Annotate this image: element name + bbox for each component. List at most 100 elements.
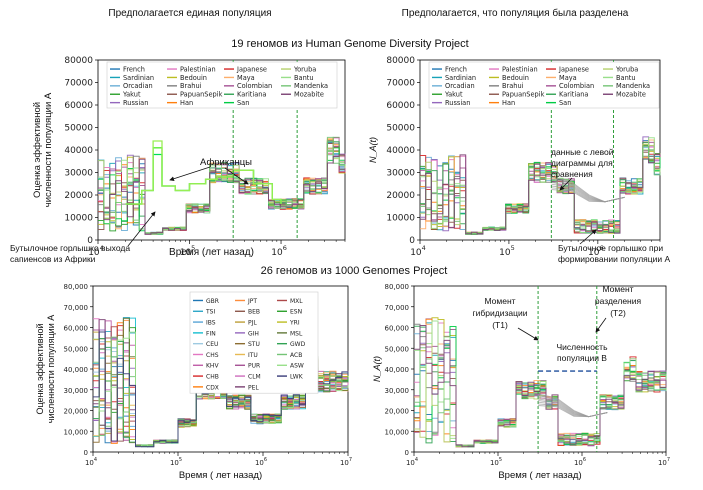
africans-arrow-1 [169,166,211,182]
bottleneck-pop-arrow [579,229,597,245]
y-tick-label: 30000 [386,169,415,179]
x-tick-label: 104 [85,457,97,467]
y-tick-label: 40,000 [385,366,410,374]
header-left: Предполагается единая популяция [108,8,271,19]
annotation-left-data-2: диаграммы для [551,158,613,168]
legend-label: Orcadian [445,82,475,90]
hybrid-arrow [517,327,539,341]
chart-1kg-single: 0 10,000 20,000 30,000 40,000 50,000 60,000 70,… [35,283,352,481]
legend-label: Sardinian [445,74,476,82]
legend-label: Colombian [559,82,594,90]
population-curve [420,143,661,235]
annotation-separation-1: Момент [602,284,633,294]
legend-label: Yoruba [615,65,638,73]
x-tick-label: 104 [410,244,426,258]
y-tick-label: 0 [87,236,93,246]
annotation-separation-2: разделения [595,296,642,306]
annotation-separation-3: (T2) [610,308,626,318]
y-tick-label: 20,000 [64,408,89,416]
annotation-africans: Африканцы [200,157,252,168]
annotation-left-data-1: данные с левой [551,147,614,157]
legend-label: JPT [247,298,257,305]
legend-label: GIH [248,330,259,337]
x-tick-label: 105 [490,457,502,467]
y-tick-label: 40000 [64,146,93,156]
legend-label: CHB [206,373,219,380]
legend-label: ASW [290,363,304,370]
annotation-pop-b-1: Численность [556,342,608,352]
x-tick-label: 106 [574,457,586,467]
legend-label: Colombian [237,82,272,90]
y-tick-label: 80,000 [385,283,410,291]
legend-label: Brahui [502,82,524,90]
y-tick-label: 80,000 [64,283,89,291]
legend-label: Maya [559,74,577,82]
x-tick-label: 104 [406,457,418,467]
legend-label: Palestinian [502,65,538,73]
legend-label: CHS [206,352,219,359]
y-tick-label: 70000 [386,79,415,89]
y-tick-label: 10,000 [64,428,89,436]
x-tick-label: 105 [499,244,515,258]
chart-hgdp-single: 0 10000 20000 30000 40000 50000 60000 70000 8000… [32,56,346,258]
x-axis-label: Время ( лет назад) [179,470,262,481]
legend-label: STU [248,341,260,348]
legend-label: IBS [206,319,216,326]
y-tick-label: 30,000 [385,387,410,395]
legend-label: Karitiana [559,91,588,99]
legend-label: Japanese [236,65,267,73]
legend-label: Sardinian [123,74,154,82]
y-tick-label: 50,000 [385,345,410,353]
legend-label: Han [180,99,193,107]
x-tick-label: 107 [340,457,352,467]
legend-label: MSL [290,330,303,337]
y-tick-label: 50000 [386,124,415,134]
legend-label: MXL [290,298,303,305]
x-axis-label: Время (лет назад) [169,247,254,258]
africans-arrow-2 [224,167,249,185]
y-tick-label: 80000 [64,56,93,66]
legend-label: FIN [206,330,216,337]
legend-label: Yakut [444,91,463,99]
legend-label: Russian [123,99,148,107]
y-tick-label: 30,000 [64,387,89,395]
legend-box [189,291,319,394]
legend-label: PapuanSepik [502,91,545,99]
y-tick-label: 60000 [64,101,93,111]
y-axis-label: численности популяции A [46,315,56,423]
chart-1kg-split: 0 10,000 20,000 30,000 40,000 50,000 60,000 70,… [372,283,670,481]
population-curve [414,325,667,448]
legend-label: French [123,65,145,73]
legend-label: Yoruba [293,65,316,73]
legend-label: Mandenka [294,82,328,90]
legend-label: KHV [206,363,219,370]
legend-box [428,61,660,109]
legend-label: Yakut [122,91,141,99]
legend-label: Orcadian [123,82,153,90]
african-curve [125,140,282,205]
y-tick-label: 0 [84,449,88,457]
chart-hgdp-split: 0 10000 20000 30000 40000 50000 60000 70000 8000… [368,56,661,258]
y-axis-label: Оценка эффективной [32,102,43,198]
population-curve [98,154,346,235]
annotation-left-data-3: сравнения [551,169,593,179]
legend-label: Russian [445,99,470,107]
legend-label: San [237,99,249,107]
population-curve [420,146,661,234]
y-tick-label: 80000 [386,56,415,66]
legend-label: Bantu [616,74,636,82]
y-tick-label: 40000 [386,146,415,156]
x-tick-label: 107 [658,457,670,467]
header-right: Предполагается, что популяция была разде… [402,7,629,19]
legend-label: Bedouin [502,74,529,82]
y-tick-label: 0 [409,236,415,246]
y-tick-label: 70,000 [385,304,410,312]
legend-label: GBR [206,298,219,305]
comparison-curve [538,405,608,418]
x-axis-label: Время ( лет назад) [498,470,581,481]
y-tick-label: 70,000 [64,304,89,312]
annotation-bottleneck-out-1: Бутылочное горлышко выхода [10,243,130,253]
legend-label: LWK [290,373,304,380]
y-axis-label: N_A(t) [372,356,382,382]
